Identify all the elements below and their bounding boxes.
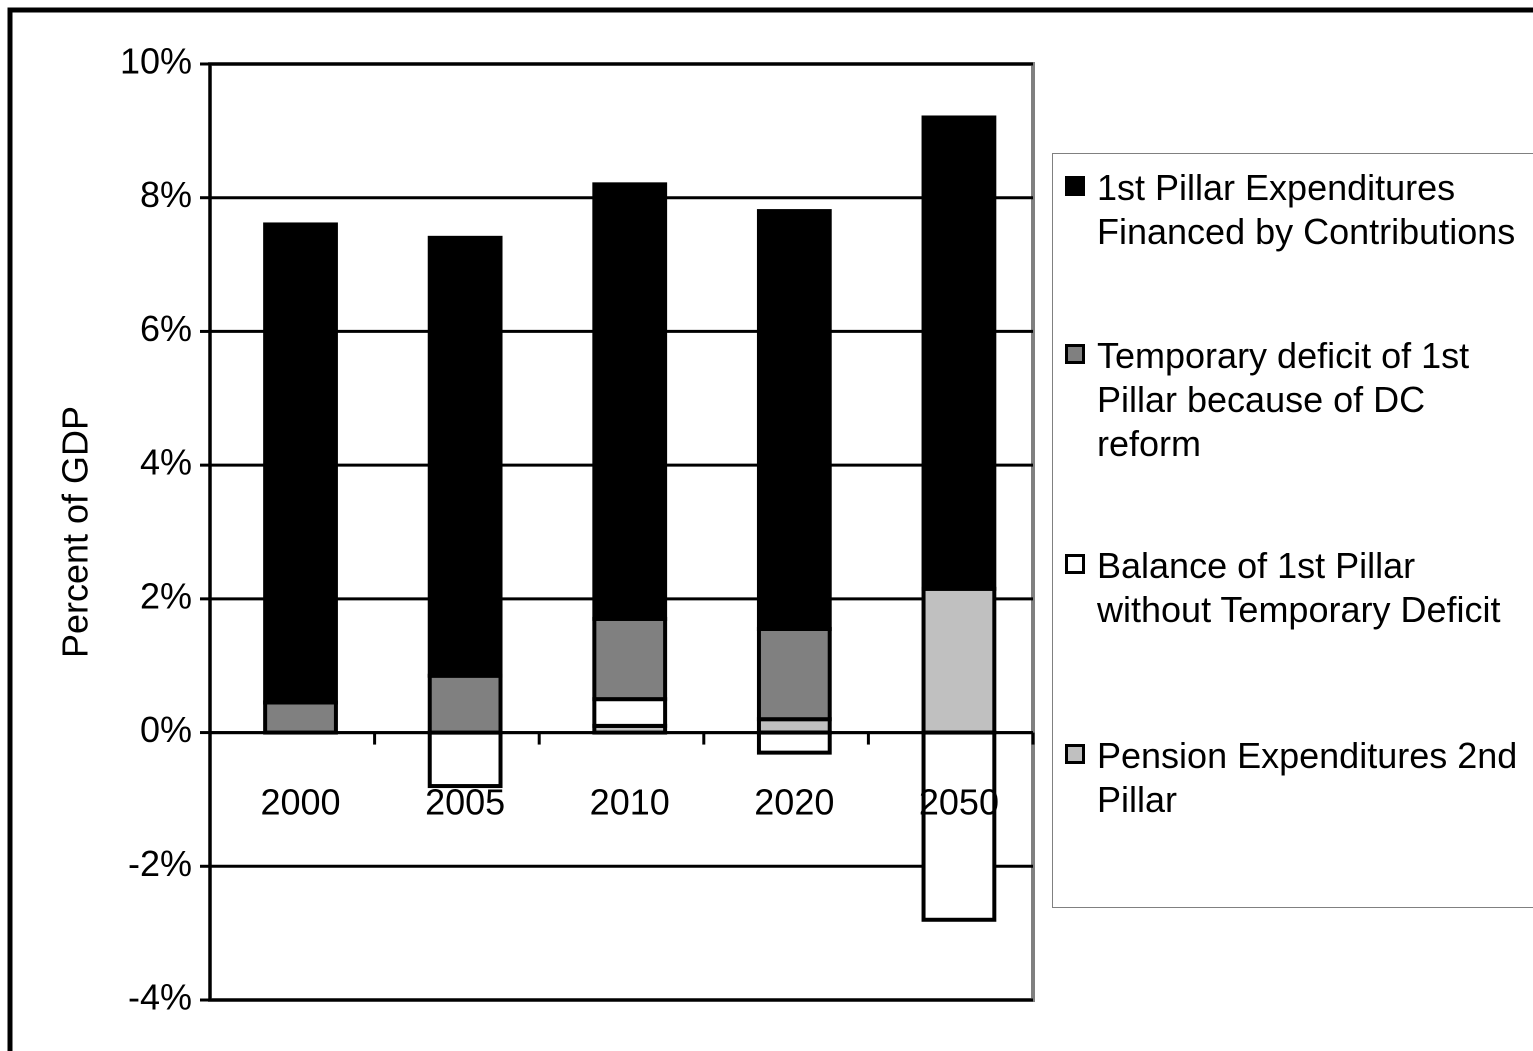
frame: [7, 7, 1533, 1051]
x-tick-label: 2050: [919, 782, 999, 823]
bar-segment: [592, 182, 668, 621]
y-tick-label: 4%: [140, 442, 192, 483]
bar-segment: [756, 730, 832, 755]
legend-label: 1st Pillar Expenditures Financed by Cont…: [1097, 167, 1516, 252]
y-axis-label: Percent of GDP: [55, 406, 96, 658]
bar-segment: [756, 209, 832, 631]
x-tick-label: 2010: [590, 782, 670, 823]
bar-segment: [921, 115, 997, 591]
legend-entry: Pension Expenditures 2nd Pillar: [1065, 734, 1533, 822]
legend-entry: Temporary deficit of 1st Pillar because …: [1065, 334, 1533, 466]
legend-swatch: [1065, 176, 1085, 196]
bar-segment: [427, 673, 503, 735]
legend: 1st Pillar Expenditures Financed by Cont…: [1052, 153, 1533, 908]
y-tick-label: -4%: [128, 977, 192, 1018]
bar-segment: [427, 235, 503, 678]
bar-segment: [263, 222, 338, 705]
bar-segment: [427, 730, 503, 789]
bar-segment: [592, 616, 668, 702]
legend-label: Balance of 1st Pillar without Temporary …: [1097, 545, 1501, 630]
y-tick-label: 8%: [140, 174, 192, 215]
y-tick-label: 0%: [140, 709, 192, 750]
bar-segment: [592, 697, 668, 728]
bar-segment: [263, 700, 338, 735]
legend-label: Pension Expenditures 2nd Pillar: [1097, 735, 1518, 820]
legend-swatch: [1065, 744, 1085, 764]
legend-swatch: [1065, 554, 1085, 574]
legend-entry: 1st Pillar Expenditures Financed by Cont…: [1065, 166, 1533, 254]
x-tick-label: 2000: [260, 782, 340, 823]
legend-swatch: [1065, 344, 1085, 364]
x-tick-label: 2020: [754, 782, 834, 823]
x-tick-label: 2005: [425, 782, 505, 823]
legend-entry: Balance of 1st Pillar without Temporary …: [1065, 544, 1533, 632]
bar-segment: [921, 586, 997, 735]
y-tick-label: 10%: [120, 41, 192, 82]
y-tick-label: 2%: [140, 575, 192, 616]
bar-segment: [921, 730, 997, 922]
bar-segment: [756, 626, 832, 722]
bar-segment: [756, 717, 832, 735]
y-tick-label: -2%: [128, 843, 192, 884]
legend-label: Temporary deficit of 1st Pillar because …: [1097, 335, 1470, 464]
y-tick-label: 6%: [140, 308, 192, 349]
